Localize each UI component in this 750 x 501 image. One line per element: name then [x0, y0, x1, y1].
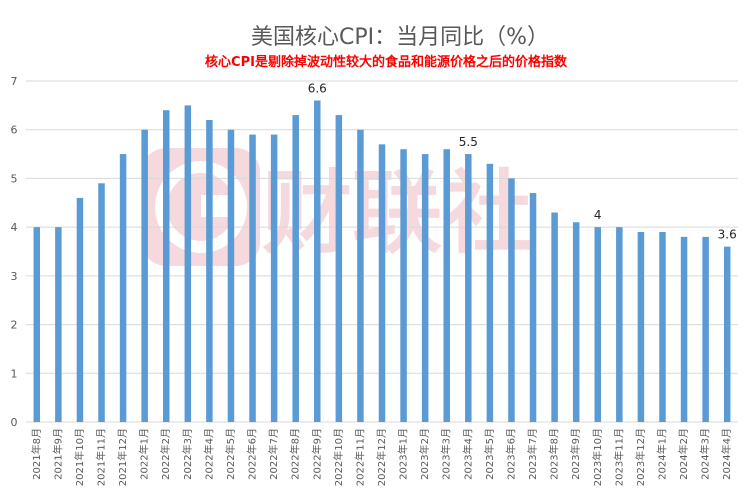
bar — [76, 197, 84, 422]
bar — [335, 115, 343, 422]
x-tick-label: 2023年5月 — [483, 428, 496, 480]
bar — [443, 149, 450, 422]
bar — [162, 110, 170, 422]
bar — [55, 227, 62, 422]
bar — [680, 236, 688, 422]
x-tick-label: 2021年11月 — [95, 428, 108, 486]
x-tick-label: 2021年12月 — [116, 428, 129, 486]
bar — [314, 100, 321, 422]
x-tick-label: 2022年1月 — [138, 428, 151, 480]
bar — [594, 227, 602, 422]
chart-subtitle: 核心CPI是剔除掉波动性较大的食品和能源价格之后的价格指数 — [205, 54, 568, 70]
x-tick-label: 2023年9月 — [569, 428, 582, 480]
data-labels: 6.6 5.5 4 3.6 — [308, 81, 737, 241]
bar — [249, 134, 256, 423]
x-tick-label: 2022年8月 — [289, 428, 302, 480]
x-tick-label: 2022年5月 — [224, 428, 237, 480]
bar — [486, 163, 494, 423]
x-tick-label: 2024年4月 — [720, 428, 733, 480]
bar — [465, 154, 472, 423]
x-tick-label: 2023年6月 — [504, 428, 517, 480]
bar — [227, 129, 235, 422]
y-tick-label: 6 — [11, 124, 18, 137]
x-tick-label: 2022年10月 — [332, 428, 345, 486]
bar — [141, 129, 148, 422]
x-tick-label: 2023年2月 — [418, 428, 431, 480]
y-tick-label: 1 — [11, 367, 18, 380]
x-tick-label: 2022年3月 — [181, 428, 194, 480]
x-tick-label: 2023年10月 — [591, 428, 604, 486]
bar — [400, 149, 407, 422]
bar — [119, 154, 127, 423]
bar — [98, 183, 105, 422]
bar — [421, 154, 429, 423]
chart-title: 美国核心CPI：当月同比（%） — [251, 25, 549, 50]
bar — [616, 227, 623, 422]
x-tick-label: 2023年11月 — [612, 428, 625, 486]
bar — [508, 178, 515, 422]
x-tick-label: 2023年1月 — [397, 428, 410, 480]
bar — [572, 222, 580, 422]
bar — [529, 193, 537, 422]
x-tick-label: 2021年8月 — [30, 428, 43, 480]
data-label: 3.6 — [718, 228, 737, 242]
data-label: 4 — [594, 208, 602, 222]
bar — [702, 236, 709, 422]
y-tick-label: 7 — [11, 75, 18, 88]
x-tick-label: 2023年12月 — [634, 428, 647, 486]
bar — [723, 246, 731, 422]
x-axis-ticks: 2021年8月 2021年9月 2021年10月 2021年11月 2021年12月 20… — [30, 428, 733, 486]
x-tick-label: 2023年4月 — [461, 428, 474, 480]
x-tick-label: 2022年2月 — [159, 428, 172, 480]
data-label: 5.5 — [459, 135, 478, 149]
bar — [551, 212, 558, 422]
y-tick-label: 2 — [11, 319, 18, 332]
bar — [292, 115, 299, 422]
x-tick-label: 2024年2月 — [677, 428, 690, 480]
bar — [357, 129, 364, 422]
bar — [378, 144, 386, 423]
x-tick-label: 2023年7月 — [526, 428, 539, 480]
x-tick-label: 2023年3月 — [440, 428, 453, 480]
bar — [184, 105, 192, 422]
bar — [206, 119, 213, 422]
x-tick-label: 2022年4月 — [202, 428, 215, 480]
x-tick-label: 2021年9月 — [51, 428, 64, 480]
bar — [659, 232, 666, 422]
y-tick-label: 5 — [11, 172, 18, 185]
x-tick-label: 2022年7月 — [267, 428, 280, 480]
bar — [270, 134, 278, 423]
x-tick-label: 2022年11月 — [353, 428, 366, 486]
y-axis-ticks: 0 1 2 3 4 5 6 7 — [11, 75, 18, 429]
x-tick-label: 2022年12月 — [375, 428, 388, 486]
x-tick-label: 2022年9月 — [310, 428, 323, 480]
bar — [33, 227, 41, 422]
x-tick-label: 2023年8月 — [548, 428, 561, 480]
bar — [637, 232, 645, 422]
y-tick-label: 4 — [11, 221, 18, 234]
cls-logo-icon — [142, 148, 260, 266]
y-tick-label: 0 — [11, 416, 18, 429]
x-tick-label: 2024年1月 — [655, 428, 668, 480]
bars — [33, 100, 731, 423]
data-label: 6.6 — [308, 81, 327, 95]
x-tick-label: 2021年10月 — [73, 428, 86, 486]
x-tick-label: 2022年6月 — [246, 428, 259, 480]
x-tick-label: 2024年3月 — [699, 428, 712, 480]
y-tick-label: 3 — [11, 270, 18, 283]
